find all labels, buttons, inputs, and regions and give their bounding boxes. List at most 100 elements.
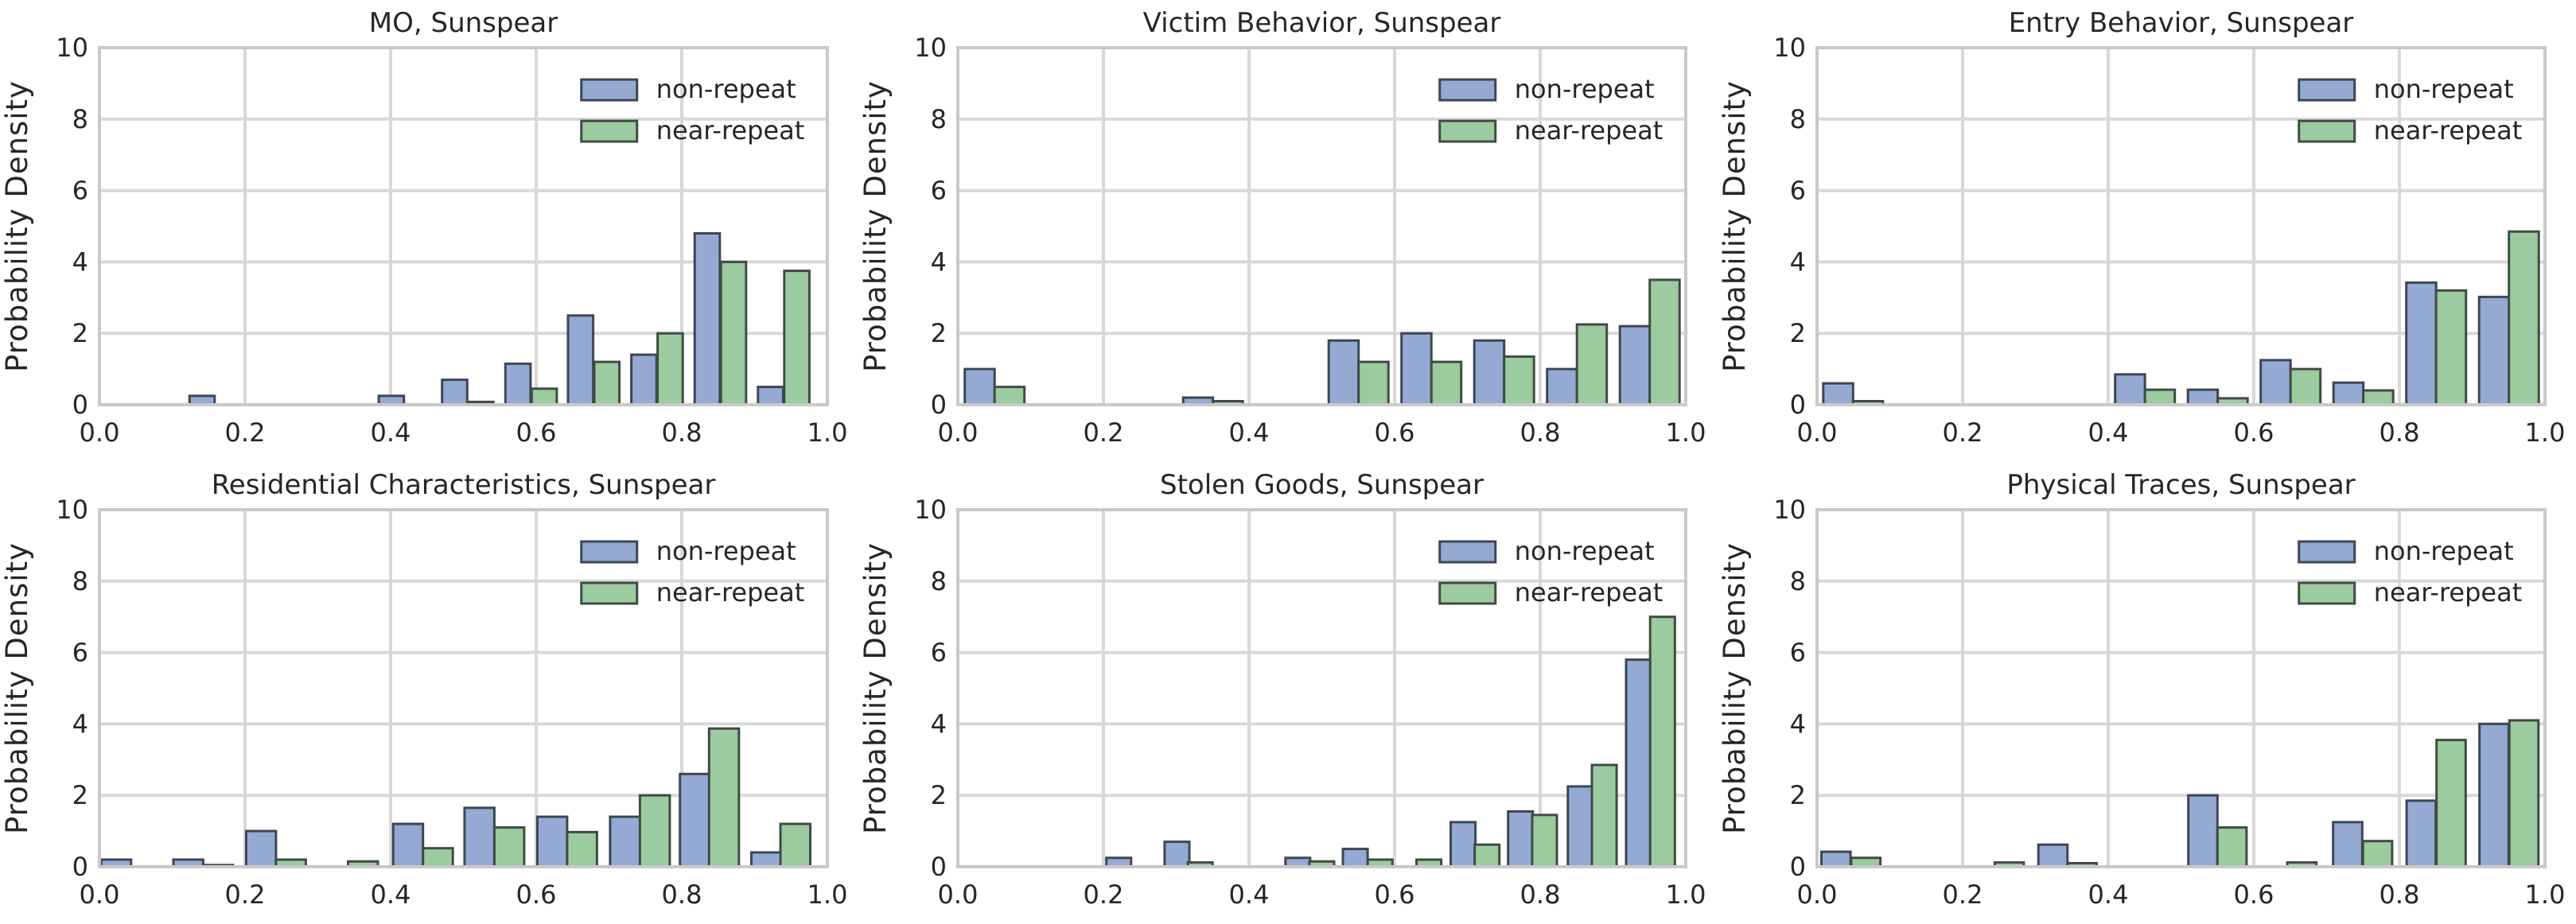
y-tick-label: 0 bbox=[931, 852, 947, 882]
bar-non-repeat bbox=[679, 772, 711, 868]
legend-swatch-near-repeat bbox=[1438, 119, 1497, 143]
bar-near-repeat bbox=[719, 260, 748, 406]
bar-non-repeat bbox=[2405, 799, 2438, 868]
bar-near-repeat bbox=[1648, 615, 1676, 868]
x-tick-label: 0.8 bbox=[2379, 879, 2420, 910]
bar-non-repeat bbox=[1473, 339, 1506, 406]
subplot-3: Entry Behavior, Sunspear Probability Dens… bbox=[1718, 0, 2576, 462]
bar-near-repeat bbox=[783, 270, 811, 406]
bar-near-repeat bbox=[2508, 230, 2540, 406]
y-tick-label: 6 bbox=[1790, 638, 1806, 668]
bar-non-repeat bbox=[693, 232, 722, 406]
bar-non-repeat bbox=[2478, 722, 2510, 868]
x-tick-label: 0.8 bbox=[1520, 417, 1561, 448]
y-tick-label: 0 bbox=[1790, 852, 1806, 882]
y-tick-label: 2 bbox=[931, 780, 947, 810]
bar-non-repeat bbox=[963, 367, 996, 406]
legend-swatch-non-repeat bbox=[1438, 78, 1497, 102]
legend-label: non-repeat bbox=[656, 536, 796, 566]
y-tick-label: 10 bbox=[914, 33, 947, 63]
y-tick-label: 4 bbox=[72, 247, 88, 277]
legend-swatch-near-repeat bbox=[1438, 581, 1497, 605]
x-tick-label: 0.0 bbox=[80, 879, 120, 910]
bar-non-repeat bbox=[463, 806, 496, 868]
y-tick-label: 8 bbox=[931, 104, 947, 134]
x-tick-label: 1.0 bbox=[1666, 417, 1706, 448]
bar-non-repeat bbox=[391, 822, 425, 868]
y-axis-label: Probability Density bbox=[0, 542, 34, 834]
bar-near-repeat bbox=[993, 386, 1026, 406]
x-tick-label: 1.0 bbox=[807, 879, 848, 910]
x-tick-label: 0.0 bbox=[938, 879, 979, 910]
x-tick-label: 0.4 bbox=[2088, 879, 2129, 910]
bar-non-repeat bbox=[2477, 295, 2511, 406]
plot-area bbox=[958, 48, 1686, 405]
y-tick-label: 8 bbox=[72, 566, 88, 596]
bar-non-repeat bbox=[1546, 367, 1578, 406]
legend-swatch-non-repeat bbox=[2298, 78, 2356, 102]
bar-near-repeat bbox=[1473, 843, 1501, 868]
bar-non-repeat bbox=[2037, 843, 2069, 868]
bar-non-repeat bbox=[1163, 841, 1191, 868]
y-tick-label: 4 bbox=[1790, 709, 1806, 739]
bar-near-repeat bbox=[2216, 826, 2248, 868]
subplot-1: MO, Sunspear Probability Density 0 2 4 6 8 10 0.… bbox=[0, 0, 858, 462]
x-tick-label: 0.4 bbox=[2088, 417, 2129, 448]
bar-non-repeat bbox=[1820, 850, 1852, 868]
x-tick-label: 0.0 bbox=[938, 417, 979, 448]
x-tick-label: 0.6 bbox=[1375, 879, 1415, 910]
bar-near-repeat bbox=[530, 387, 558, 406]
bar-non-repeat bbox=[1822, 382, 1854, 406]
x-tick-label: 0.8 bbox=[1520, 879, 1561, 910]
bar-near-repeat bbox=[1503, 355, 1535, 406]
x-tick-label: 0.8 bbox=[662, 879, 702, 910]
bar-near-repeat bbox=[779, 822, 811, 868]
x-tick-label: 0.6 bbox=[1375, 417, 1415, 448]
y-tick-label: 0 bbox=[1790, 390, 1806, 420]
x-tick-label: 0.2 bbox=[1084, 417, 1124, 448]
x-tick-label: 0.0 bbox=[1797, 417, 1838, 448]
subplot-canvas: MO, Sunspear Probability Density 0 2 4 6 8 10 0.… bbox=[0, 7, 848, 448]
bar-non-repeat bbox=[2259, 359, 2292, 406]
legend-swatch-non-repeat bbox=[580, 78, 639, 102]
plot-area bbox=[958, 510, 1686, 867]
legend-label: near-repeat bbox=[2374, 115, 2523, 146]
bar-near-repeat bbox=[2435, 739, 2467, 868]
y-tick-label: 10 bbox=[1773, 33, 1806, 63]
bar-non-repeat bbox=[1625, 658, 1652, 868]
legend-swatch-near-repeat bbox=[2298, 119, 2356, 143]
x-tick-label: 0.2 bbox=[1943, 417, 1983, 448]
bar-near-repeat bbox=[1590, 763, 1618, 868]
y-tick-label: 8 bbox=[72, 104, 88, 134]
legend-swatch-near-repeat bbox=[2298, 581, 2356, 605]
bar-non-repeat bbox=[609, 815, 641, 868]
y-tick-label: 8 bbox=[1790, 566, 1806, 596]
bar-non-repeat bbox=[566, 314, 595, 406]
x-tick-label: 0.4 bbox=[371, 879, 411, 910]
y-tick-label: 6 bbox=[1790, 176, 1806, 206]
bar-near-repeat bbox=[2362, 389, 2395, 406]
subplot-canvas: Victim Behavior, Sunspear Probability Den… bbox=[858, 7, 1706, 448]
bar-near-repeat bbox=[707, 727, 741, 868]
legend-label: near-repeat bbox=[656, 115, 805, 146]
subplot-title: Physical Traces, Sunspear bbox=[2006, 469, 2355, 501]
bar-near-repeat bbox=[492, 826, 526, 868]
x-tick-label: 1.0 bbox=[807, 417, 848, 448]
bar-near-repeat bbox=[566, 830, 598, 868]
bar-near-repeat bbox=[1357, 360, 1390, 406]
plot-border bbox=[98, 508, 829, 868]
y-tick-label: 0 bbox=[931, 390, 947, 420]
bar-near-repeat bbox=[422, 847, 454, 868]
y-tick-label: 6 bbox=[72, 176, 88, 206]
y-tick-label: 4 bbox=[72, 709, 88, 739]
y-axis-label: Probability Density bbox=[1718, 80, 1752, 372]
y-tick-label: 8 bbox=[1790, 104, 1806, 134]
plot-border bbox=[1815, 508, 2547, 868]
plot-border bbox=[98, 46, 829, 406]
x-tick-label: 0.2 bbox=[1084, 879, 1124, 910]
bar-near-repeat bbox=[1531, 813, 1558, 868]
y-tick-label: 2 bbox=[1790, 780, 1806, 810]
y-tick-label: 8 bbox=[931, 566, 947, 596]
bar-non-repeat bbox=[1327, 339, 1360, 406]
